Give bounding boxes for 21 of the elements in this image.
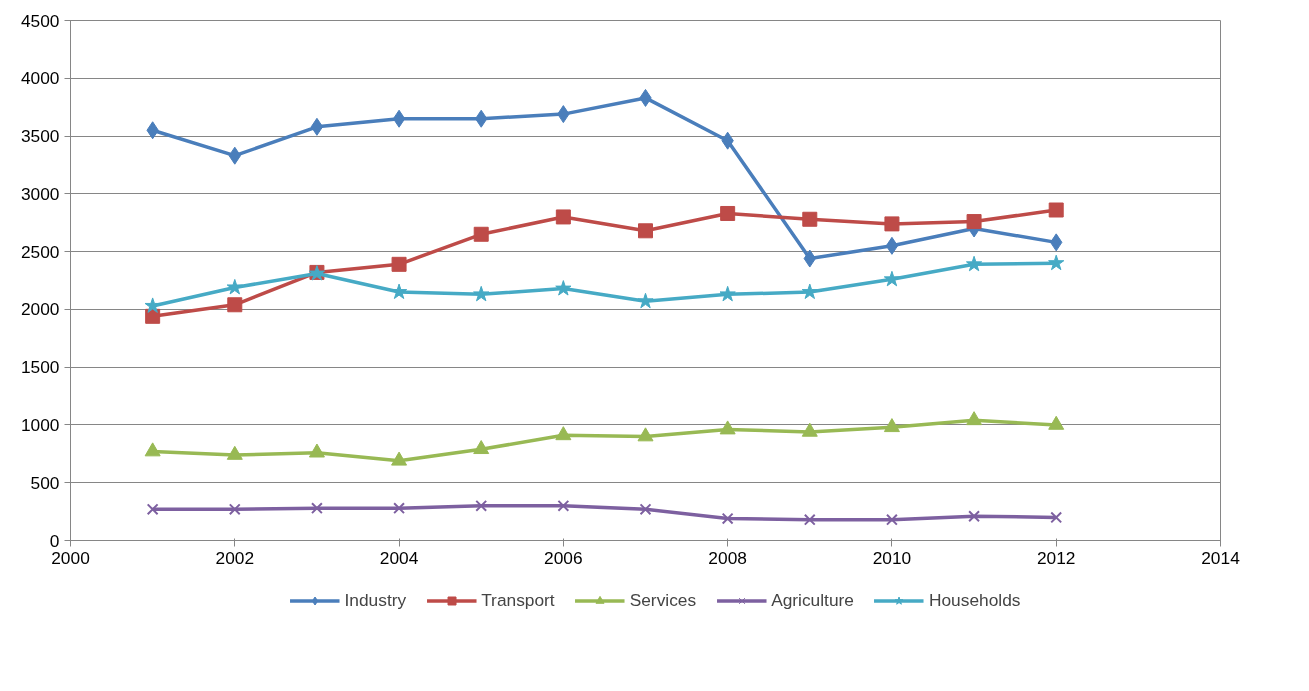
legend-label: Transport	[481, 589, 555, 611]
x-tick-label: 2012	[1036, 547, 1076, 568]
y-tick-label: 1500	[20, 357, 60, 378]
x-tick-label: 2008	[708, 547, 747, 568]
y-tick-label: 4500	[20, 10, 60, 31]
x-tick-label: 2002	[215, 547, 255, 568]
y-tick-label: 1000	[20, 414, 60, 435]
y-tick-label: 500	[30, 472, 60, 493]
y-tick-label: 4000	[20, 68, 60, 89]
x-tick-label: 2014	[1201, 547, 1241, 568]
x-tick-label: 2006	[544, 547, 583, 568]
y-tick-label: 3500	[20, 126, 60, 147]
x-tick-label: 2010	[872, 547, 912, 568]
legend-label: Services	[629, 589, 697, 611]
legend-label: Households	[928, 589, 1021, 611]
legend-label: Industry	[344, 589, 407, 611]
legend-label: Agriculture	[771, 589, 854, 611]
y-tick-label: 3000	[20, 183, 60, 204]
x-tick-label: 2004	[379, 547, 419, 568]
y-tick-label: 2000	[20, 299, 60, 320]
y-tick-label: 2500	[20, 241, 60, 262]
